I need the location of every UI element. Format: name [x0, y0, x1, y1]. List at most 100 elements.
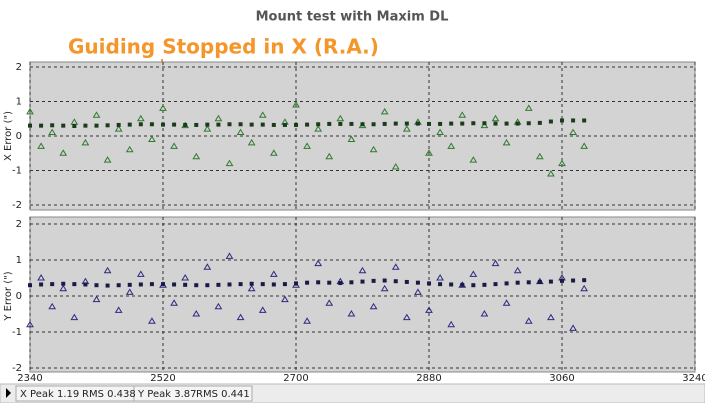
square-point: [227, 122, 232, 127]
triangle-point: [125, 288, 134, 295]
square-point: [316, 122, 321, 127]
square-point: [338, 121, 343, 126]
y-tick-label: -1: [12, 166, 22, 177]
square-point: [537, 120, 542, 125]
status-box: [133, 385, 253, 402]
square-point: [471, 283, 476, 288]
square-point: [493, 121, 498, 126]
x-tick-label: 3060: [549, 373, 574, 384]
triangle-point: [524, 317, 533, 324]
triangle-point: [92, 111, 101, 118]
y-tick-label: -1: [12, 327, 22, 338]
square-point: [282, 282, 287, 287]
square-point: [382, 121, 387, 126]
square-point: [161, 122, 165, 127]
square-point: [316, 280, 321, 285]
y-tick-label: 1: [16, 97, 22, 108]
square-point: [50, 282, 55, 287]
triangle-point: [347, 135, 356, 142]
triangle-point: [92, 295, 101, 303]
square-point: [504, 121, 509, 126]
triangle-point: [170, 142, 178, 149]
square-point: [205, 283, 210, 288]
triangle-point: [391, 163, 400, 170]
square-point: [349, 280, 354, 285]
triangle-point: [436, 128, 444, 136]
status-x-peak: X Peak 1.19: [20, 389, 79, 400]
square-point: [28, 123, 32, 128]
square-point: [282, 122, 287, 127]
square-point: [471, 121, 476, 126]
y-tick-label: 2: [16, 62, 22, 73]
triangle-point: [192, 152, 201, 160]
triangle-point: [547, 169, 555, 177]
triangle-point: [580, 142, 589, 149]
square-point: [138, 122, 143, 127]
triangle-point: [181, 274, 190, 281]
square-point: [138, 282, 143, 287]
triangle-point: [314, 125, 323, 132]
square-point: [582, 278, 587, 283]
triangle-point: [258, 306, 267, 313]
triangle-point: [469, 270, 478, 277]
square-point: [294, 281, 298, 286]
triangle-point: [236, 128, 245, 136]
y-axis-label: X Error ("): [3, 111, 14, 161]
triangle-point: [491, 114, 500, 122]
square-point: [149, 122, 154, 127]
square-point: [183, 122, 188, 127]
square-point: [305, 280, 310, 285]
square-point: [548, 279, 553, 284]
triangle-point: [203, 263, 212, 270]
triangle-point: [258, 111, 267, 118]
square-point: [493, 282, 498, 287]
triangle-point: [136, 114, 145, 122]
triangle-point: [281, 295, 289, 303]
square-point: [127, 122, 132, 127]
square-point: [482, 121, 487, 126]
square-point: [39, 123, 44, 128]
square-point: [560, 278, 564, 283]
status-y-rms: RMS 0.441: [196, 389, 250, 400]
triangle-point: [580, 284, 589, 292]
triangle-point: [26, 107, 34, 115]
triangle-point: [103, 266, 112, 274]
y-tick-label: 1: [16, 255, 22, 266]
triangle-point: [402, 125, 411, 132]
triangle-point: [303, 142, 311, 149]
triangle-point: [547, 313, 555, 321]
triangle-point: [447, 142, 456, 149]
triangle-point: [247, 284, 256, 292]
square-point: [560, 118, 564, 123]
triangle-point: [358, 266, 367, 274]
triangle-point: [103, 156, 112, 163]
triangle-point: [425, 306, 433, 313]
square-point: [216, 122, 221, 127]
triangle-point: [569, 324, 577, 331]
triangle-point: [425, 149, 433, 156]
triangle-point: [81, 138, 90, 146]
triangle-point: [247, 138, 256, 146]
square-point: [238, 122, 243, 127]
triangle-point: [59, 284, 68, 292]
plot-area: [29, 216, 696, 373]
square-point: [83, 282, 88, 287]
square-point: [404, 121, 409, 126]
square-point: [194, 122, 199, 127]
square-point: [427, 281, 431, 286]
square-point: [28, 283, 32, 288]
square-point: [571, 118, 576, 123]
status-icon[interactable]: [6, 388, 11, 398]
square-point: [116, 283, 121, 288]
triangle-point: [214, 302, 223, 310]
square-point: [260, 122, 265, 127]
square-point: [515, 121, 520, 126]
square-point: [360, 122, 365, 127]
triangle-point: [558, 159, 566, 167]
square-point: [172, 122, 177, 127]
square-point: [438, 121, 443, 126]
square-point: [537, 279, 542, 284]
square-point: [61, 281, 66, 286]
triangle-point: [225, 159, 234, 167]
square-point: [582, 118, 587, 123]
